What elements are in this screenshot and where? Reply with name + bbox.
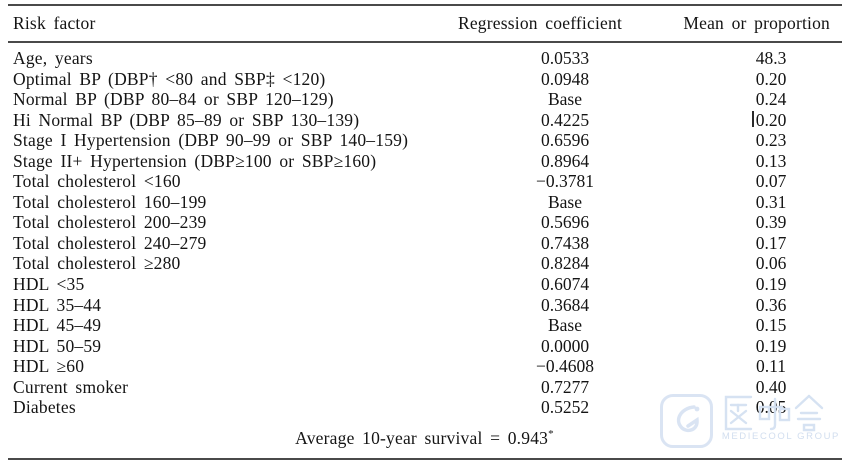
table-header-rule [8, 41, 842, 43]
risk-factor-cell: Total cholesterol 240–279 [13, 232, 207, 253]
risk-factor-cell: Total cholesterol ≥280 [13, 253, 181, 274]
table-row: Hi Normal BP (DBP 85–89 or SBP 130–139) 0… [0, 110, 849, 131]
column-header-regression-coefficient: Regression coefficient [457, 13, 623, 33]
regression-coefficient-cell: Base [547, 89, 583, 110]
mean-or-proportion-cell: 0.31 [755, 191, 787, 212]
mean-or-proportion-cell: 0.15 [755, 315, 787, 336]
mean-or-proportion-cell: 0.19 [755, 274, 787, 295]
column-header-mean-or-proportion: Mean or proportion [683, 13, 830, 33]
footnote-asterisk: * [548, 428, 554, 441]
table-row: Normal BP (DBP 80–84 or SBP 120–129) Base… [0, 89, 849, 110]
text-cursor-artifact [752, 111, 754, 127]
mean-or-proportion-cell: 0.07 [755, 171, 787, 192]
risk-factor-cell: Hi Normal BP (DBP 85–89 or SBP 130–139) [13, 109, 360, 130]
table-row: Total cholesterol 200–239 0.5696 0.39 [0, 212, 849, 233]
risk-factor-cell: Current smoker [13, 376, 129, 397]
column-header-risk-factor: Risk factor [13, 13, 96, 33]
mean-or-proportion-cell: 0.24 [755, 89, 787, 110]
risk-factor-cell: Total cholesterol 160–199 [13, 191, 207, 212]
average-survival-text: Average 10-year survival = 0.943 [295, 428, 549, 448]
regression-coefficient-cell: 0.6074 [540, 274, 590, 295]
table-row: HDL ≥60 −0.4608 0.11 [0, 356, 849, 377]
mean-or-proportion-cell: 0.06 [755, 253, 787, 274]
regression-coefficient-cell: −0.4608 [536, 356, 594, 377]
mean-or-proportion-cell: 0.17 [755, 232, 787, 253]
table-row: Total cholesterol ≥280 0.8284 0.06 [0, 253, 849, 274]
mean-or-proportion-cell: 0.11 [756, 356, 786, 377]
risk-factor-cell: Stage I Hypertension (DBP 90–99 or SBP 1… [13, 130, 409, 151]
risk-factor-cell: Total cholesterol <160 [13, 171, 181, 192]
risk-factor-cell: HDL <35 [13, 274, 85, 295]
mean-or-proportion-cell: 0.39 [755, 212, 787, 233]
risk-factor-cell: Age, years [13, 48, 93, 68]
table-row: Total cholesterol <160 −0.3781 0.07 [0, 171, 849, 192]
table-row: HDL <35 0.6074 0.19 [0, 274, 849, 295]
mean-or-proportion-cell: 0.13 [755, 150, 787, 171]
regression-coefficient-cell: 0.3684 [540, 294, 590, 315]
regression-coefficient-cell: 0.6596 [540, 130, 590, 151]
table-row: HDL 45–49 Base 0.15 [0, 315, 849, 336]
risk-factor-cell: HDL 50–59 [13, 335, 102, 356]
regression-coefficient-cell: 0.8284 [540, 253, 590, 274]
mean-or-proportion-cell: 0.36 [755, 294, 787, 315]
regression-coefficient-cell: 0.7438 [540, 232, 590, 253]
table-row: Current smoker 0.7277 0.40 [0, 377, 849, 398]
risk-factor-cell: Total cholesterol 200–239 [13, 212, 207, 233]
mean-or-proportion-cell: 0.23 [755, 130, 787, 151]
regression-coefficient-cell: −0.3781 [536, 171, 594, 192]
mean-or-proportion-cell: 0.20 [755, 68, 787, 89]
regression-coefficient-cell: 0.4225 [540, 109, 590, 130]
table-row: HDL 35–44 0.3684 0.36 [0, 295, 849, 316]
table-row: Diabetes 0.5252 0.05 [0, 397, 849, 418]
table-top-rule [8, 4, 842, 6]
risk-factor-cell: Normal BP (DBP 80–84 or SBP 120–129) [13, 89, 334, 110]
mean-or-proportion-cell: 0.05 [755, 397, 787, 418]
mean-or-proportion-cell: 0.40 [755, 376, 787, 397]
table-row: HDL 50–59 0.0000 0.19 [0, 336, 849, 357]
risk-factor-cell: HDL 35–44 [13, 294, 102, 315]
regression-coefficient-cell: 0.5696 [540, 212, 590, 233]
risk-factor-cell: Optimal BP (DBP† <80 and SBP‡ <120) [13, 68, 326, 89]
table-row: Age, years 0.0533 48.3 [0, 48, 849, 69]
regression-coefficient-cell: Base [547, 191, 583, 212]
risk-factor-cell: HDL ≥60 [13, 356, 85, 377]
regression-coefficient-cell: 0.0533 [540, 48, 590, 68]
table-row: Stage II+ Hypertension (DBP≥100 or SBP≥1… [0, 151, 849, 172]
regression-coefficient-cell: 0.7277 [540, 376, 590, 397]
mean-or-proportion-cell: 48.3 [755, 48, 787, 68]
risk-factor-cell: Stage II+ Hypertension (DBP≥100 or SBP≥1… [13, 150, 377, 171]
risk-factor-cell: HDL 45–49 [13, 315, 102, 336]
table-row: Stage I Hypertension (DBP 90–99 or SBP 1… [0, 130, 849, 151]
regression-coefficient-cell: Base [547, 315, 583, 336]
risk-factor-cell: Diabetes [13, 397, 76, 418]
mean-or-proportion-cell: 0.20 [755, 109, 787, 130]
mean-or-proportion-cell: 0.19 [755, 335, 787, 356]
regression-coefficient-cell: 0.0948 [540, 68, 590, 89]
regression-coefficient-cell: 0.0000 [540, 335, 590, 356]
table-row: Optimal BP (DBP† <80 and SBP‡ <120) 0.094… [0, 69, 849, 90]
regression-coefficient-cell: 0.5252 [540, 397, 590, 418]
table-footer-note: Average 10-year survival = 0.943* [0, 428, 849, 449]
table-row: Total cholesterol 160–199 Base 0.31 [0, 192, 849, 213]
regression-coefficient-cell: 0.8964 [540, 150, 590, 171]
table-bottom-rule [8, 458, 842, 460]
table-rows: Age, years 0.0533 48.3 Optimal BP (DBP† <80… [0, 48, 849, 418]
table-row: Total cholesterol 240–279 0.7438 0.17 [0, 233, 849, 254]
